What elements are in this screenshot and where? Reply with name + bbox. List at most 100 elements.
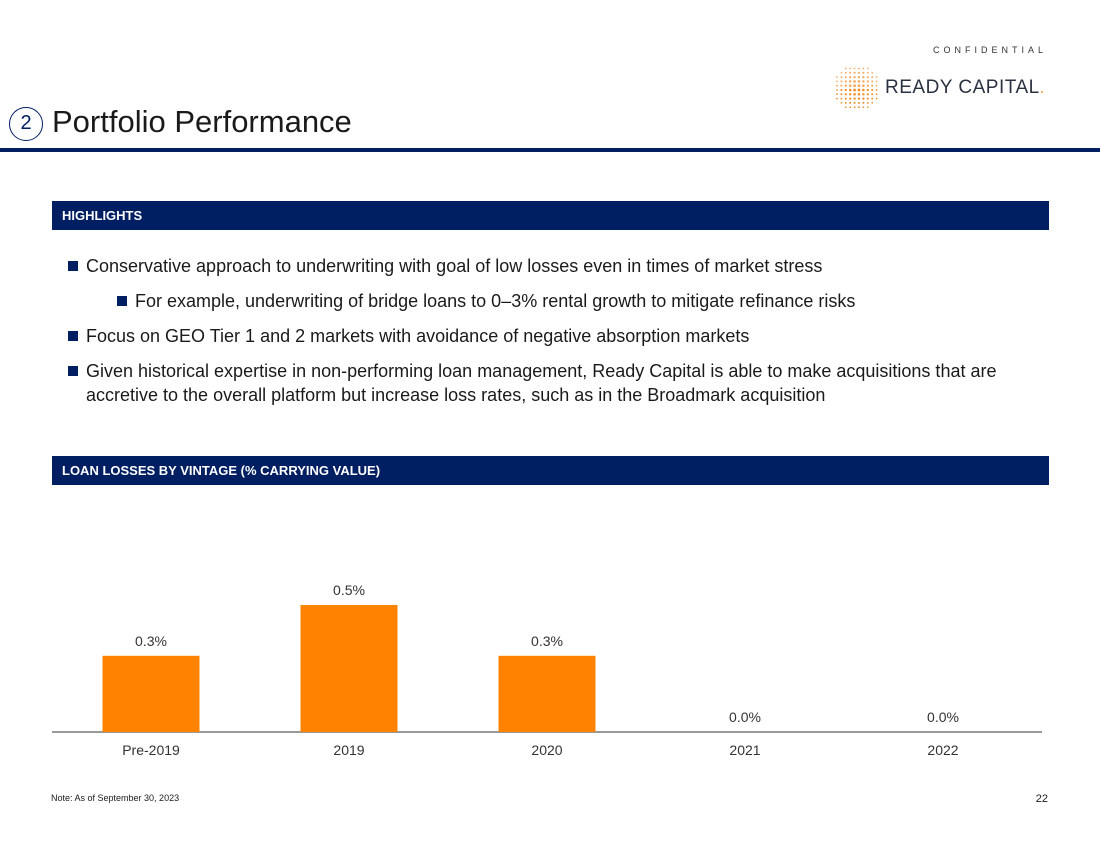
confidential-label: CONFIDENTIAL	[932, 45, 1047, 55]
x-tick-label-2020: 2020	[531, 742, 562, 758]
logo-dot	[853, 97, 856, 100]
logo-dot	[857, 93, 861, 96]
logo-dot	[866, 93, 869, 96]
logo-dot	[871, 76, 874, 79]
logo-dot	[840, 102, 843, 104]
data-label-2020: 0.3%	[531, 633, 563, 649]
logo-dot	[844, 88, 847, 92]
logo-wordmark: READY CAPITAL.	[885, 77, 1045, 99]
x-tick-label-pre-2019: Pre-2019	[122, 742, 180, 758]
section-number-badge: 2	[9, 107, 43, 141]
logo-dot	[849, 106, 852, 109]
logo-dot	[875, 80, 878, 83]
bullet-square-icon	[117, 296, 127, 306]
data-label-2022: 0.0%	[927, 709, 959, 725]
highlight-bullet: Focus on GEO Tier 1 and 2 markets with a…	[68, 324, 1048, 348]
logo-dot	[866, 84, 869, 87]
highlights-list: Conservative approach to underwriting wi…	[68, 254, 1048, 418]
logo-dot	[862, 88, 865, 92]
logo-dot	[866, 80, 869, 83]
logo-dot	[857, 75, 861, 79]
logo-dot	[840, 71, 843, 74]
logo-dot	[836, 76, 838, 78]
logo-dot	[853, 93, 856, 96]
logo-dot	[862, 67, 865, 70]
logo-dot	[840, 93, 843, 96]
logo-dot	[844, 97, 847, 100]
highlight-sub-bullet: For example, underwriting of bridge loan…	[117, 289, 1048, 313]
highlight-bullet: Conservative approach to underwriting wi…	[68, 254, 1048, 278]
logo-dot	[844, 93, 847, 96]
page-title: Portfolio Performance	[52, 104, 352, 139]
data-label-2021: 0.0%	[729, 709, 761, 725]
logo-dot	[871, 97, 874, 100]
logo-dot	[848, 80, 852, 83]
logo-dot	[875, 89, 878, 91]
logo-dot	[875, 97, 878, 100]
logo-dot	[862, 71, 865, 74]
logo-dot	[857, 71, 861, 74]
logo-dot	[866, 76, 869, 79]
chart-heading: LOAN LOSSES BY VINTAGE (% CARRYING VALUE…	[52, 456, 1049, 485]
logo-text: READY CAPITAL	[885, 77, 1040, 98]
logo-dot	[875, 76, 878, 78]
logo-dot	[871, 102, 874, 104]
logo-dot	[871, 93, 874, 96]
logo-dot	[853, 84, 857, 88]
data-label-2019: 0.5%	[333, 582, 365, 598]
bullet-square-icon	[68, 366, 78, 376]
logo-dot	[853, 71, 856, 74]
logo-dot	[853, 80, 856, 83]
logo-dot	[844, 106, 847, 109]
logo-dot	[862, 93, 865, 96]
logo-dot	[853, 88, 857, 92]
logo-dot	[836, 89, 838, 91]
logo-dot	[840, 76, 843, 79]
logo-dot	[844, 71, 847, 74]
logo-dot	[853, 106, 856, 109]
logo-dot	[848, 88, 852, 92]
logo-dot	[866, 106, 869, 109]
logo-dot	[866, 88, 869, 92]
footnote: Note: As of September 30, 2023	[51, 793, 180, 803]
logo-dot	[866, 67, 869, 70]
logo-dot	[849, 97, 852, 100]
logo-suffix: .	[1039, 80, 1045, 97]
highlight-text: Given historical expertise in non-perfor…	[86, 361, 997, 405]
highlight-text: For example, underwriting of bridge loan…	[135, 291, 856, 311]
title-divider	[0, 148, 1100, 152]
bar-2020	[498, 655, 596, 732]
logo-dot	[848, 84, 852, 87]
logo-dot	[840, 97, 843, 100]
logo-dot	[849, 101, 852, 104]
logo-dot	[862, 101, 865, 104]
logo-dot	[849, 71, 852, 74]
logo-dot	[844, 84, 847, 87]
logo-dot	[862, 97, 865, 100]
logo-dot	[857, 97, 861, 100]
logo-dot-grid-icon	[836, 67, 878, 109]
logo-dot	[871, 88, 874, 92]
highlight-text: Focus on GEO Tier 1 and 2 markets with a…	[86, 326, 750, 346]
logo-dot	[836, 80, 838, 83]
data-label-pre-2019: 0.3%	[135, 633, 167, 649]
x-tick-label-2021: 2021	[729, 742, 760, 758]
logo-dot	[866, 97, 869, 100]
logo-dot	[857, 88, 861, 92]
bullet-square-icon	[68, 261, 78, 271]
ready-capital-logo: READY CAPITAL.	[834, 66, 1054, 110]
logo-dot	[848, 93, 852, 96]
logo-dot	[840, 80, 843, 83]
page-number: 22	[1035, 793, 1048, 805]
logo-dot	[853, 101, 856, 104]
logo-dot	[875, 84, 878, 87]
bullet-square-icon	[68, 331, 78, 341]
logo-dot	[862, 75, 865, 79]
bar-2019	[300, 605, 398, 732]
logo-dot	[871, 80, 874, 83]
logo-dot	[853, 75, 856, 79]
logo-dot	[844, 76, 847, 79]
logo-dot	[857, 84, 861, 88]
logo-dot	[844, 67, 847, 70]
logo-dot	[836, 84, 838, 87]
